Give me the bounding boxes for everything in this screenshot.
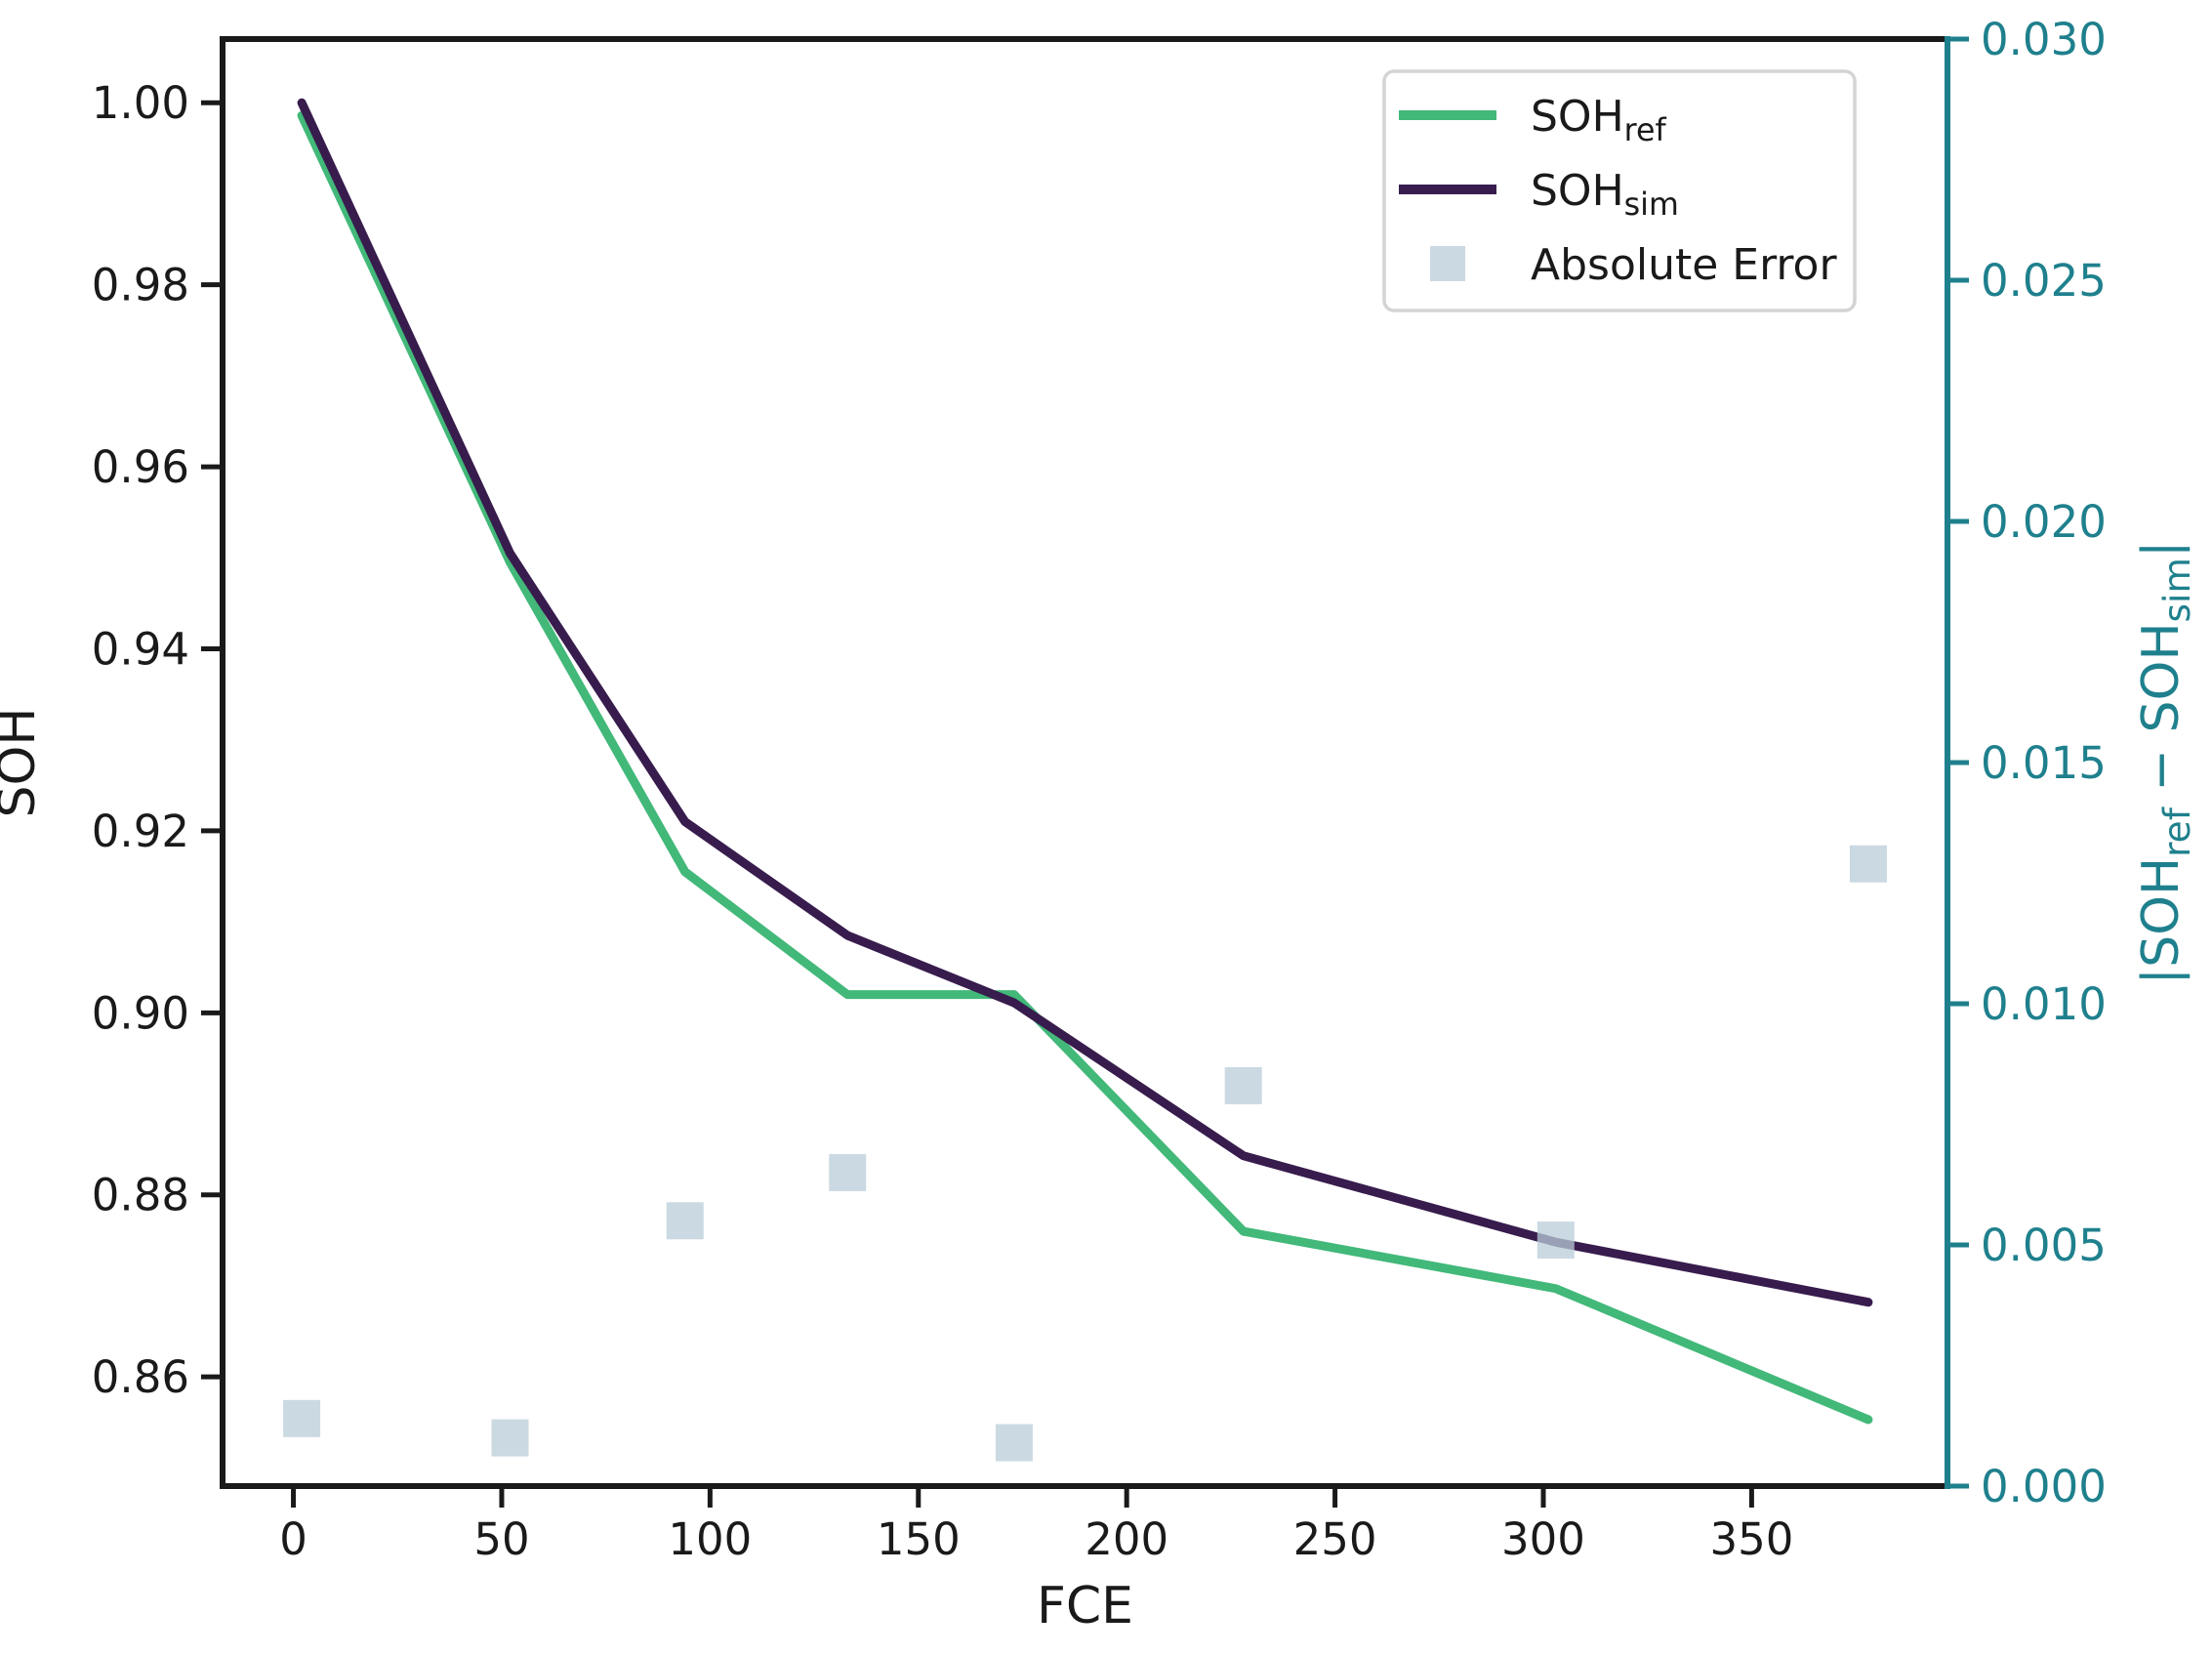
x-axis-title: FCE: [1037, 1577, 1133, 1635]
x-axis-tick-label: 100: [668, 1513, 752, 1565]
x-axis-tick-label: 200: [1085, 1513, 1168, 1565]
abs-error-marker: [1536, 1221, 1575, 1260]
abs-error-markers: [283, 845, 1887, 1462]
abs-error-marker: [491, 1419, 529, 1457]
x-axis-tick-label: 150: [877, 1513, 961, 1565]
y-right-tick-label: 0.020: [1981, 496, 2107, 548]
legend-label-soh-ref: SOHref: [1531, 92, 1666, 148]
y-left-tick-label: 0.96: [92, 441, 189, 493]
y-right-axis-title: |SOHref − SOHsim|: [2132, 541, 2198, 985]
y-left-tick-label: 0.90: [92, 987, 189, 1039]
axes-ticks: 0 50 100 150 200 250 300 350 0.86 0.88 0.90 0.92 0.9…: [92, 14, 2107, 1565]
abs-error-marker: [283, 1399, 321, 1437]
abs-error-marker: [1849, 845, 1887, 883]
y-left-tick-label: 0.94: [92, 623, 189, 675]
soh-sim-line: [297, 98, 1873, 1307]
y-left-tick-label: 0.98: [92, 260, 189, 311]
y-left-tick-label: 1.00: [92, 77, 189, 129]
y-right-tick-label: 0.015: [1981, 737, 2107, 789]
y-left-tick-label: 0.88: [92, 1170, 189, 1221]
abs-error-marker: [666, 1202, 704, 1240]
y-right-tick-label: 0.000: [1981, 1461, 2107, 1512]
plot-data: [283, 98, 1887, 1462]
legend-box: [1382, 69, 1857, 312]
soh-ref-line: [297, 110, 1873, 1425]
legend-label-absolute-error: Absolute Error: [1531, 240, 1837, 290]
y-right-tick-label: 0.010: [1981, 978, 2107, 1030]
legend-label-soh-sim: SOHsim: [1531, 166, 1679, 223]
legend: SOHref SOHsim Absolute Error: [1382, 69, 1857, 312]
x-axis-tick-label: 0: [279, 1513, 307, 1565]
y-right-tick-label: 0.005: [1981, 1220, 2107, 1271]
abs-error-marker: [995, 1424, 1033, 1462]
x-axis-tick-label: 50: [473, 1513, 529, 1565]
x-axis-tick-label: 250: [1293, 1513, 1377, 1565]
y-left-axis-title: SOH: [0, 707, 47, 817]
x-axis-tick-label: 300: [1501, 1513, 1585, 1565]
abs-error-marker: [829, 1153, 867, 1191]
abs-error-marker: [1224, 1066, 1262, 1104]
legend-swatch-absolute-error: [1430, 246, 1465, 281]
y-left-tick-label: 0.86: [92, 1351, 189, 1403]
y-right-tick-label: 0.025: [1981, 255, 2107, 307]
axes-spines: [220, 36, 1950, 1489]
y-left-tick-label: 0.92: [92, 806, 189, 857]
y-right-tick-label: 0.030: [1981, 14, 2107, 65]
x-axis-tick-label: 350: [1709, 1513, 1793, 1565]
